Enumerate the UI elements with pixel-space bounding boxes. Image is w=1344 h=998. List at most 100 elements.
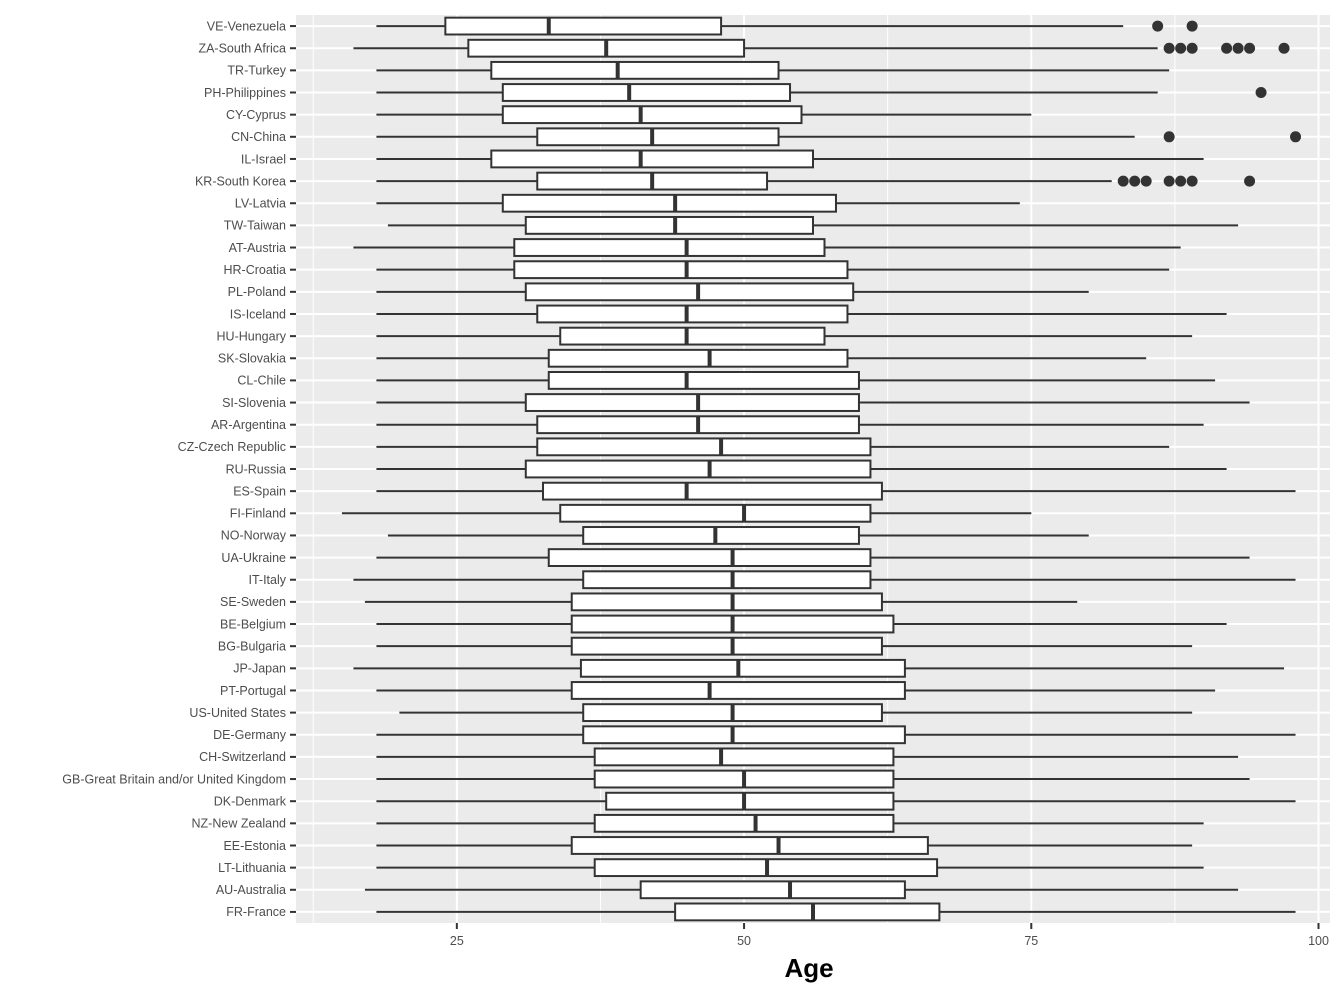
y-tick-label: IT-Italy <box>248 573 286 587</box>
outlier-point <box>1255 87 1267 99</box>
box <box>605 791 895 811</box>
y-tick-label: JP-Japan <box>233 662 286 676</box>
y-tick-label: ZA-South Africa <box>198 42 286 56</box>
y-tick-label: BE-Belgium <box>220 617 286 631</box>
box-group <box>376 858 1204 878</box>
box-group <box>376 326 1193 346</box>
box-group <box>353 570 1296 590</box>
x-tick-label: 100 <box>1308 934 1329 948</box>
outlier-point <box>1290 131 1302 143</box>
y-tick-label: NZ-New Zealand <box>192 817 287 831</box>
box-group <box>376 348 1147 368</box>
box-group <box>376 813 1204 833</box>
y-tick-label: FR-France <box>226 905 286 919</box>
outlier-point <box>1244 42 1256 54</box>
y-tick-label: AR-Argentina <box>211 418 286 432</box>
y-axis: VE-Venezuela ZA-South Africa TR-Turkey PH-P… <box>62 19 296 919</box>
box-group <box>376 791 1296 811</box>
box-group <box>364 592 1078 612</box>
y-tick-label: PT-Portugal <box>220 684 286 698</box>
y-tick-label: HU-Hungary <box>217 329 287 343</box>
y-tick-label: CN-China <box>231 130 286 144</box>
y-tick-label: AU-Australia <box>216 883 286 897</box>
y-tick-label: US-United States <box>189 706 286 720</box>
box <box>559 326 826 346</box>
y-tick-label: SK-Slovakia <box>218 352 286 366</box>
outlier-point <box>1163 42 1175 54</box>
box-group <box>376 747 1239 767</box>
box <box>582 570 872 590</box>
y-tick-label: KR-South Korea <box>195 174 286 188</box>
box-group <box>376 614 1227 634</box>
box-group <box>376 836 1193 855</box>
box <box>524 393 860 412</box>
outlier-point <box>1278 42 1290 54</box>
box-group <box>376 171 1256 191</box>
y-tick-label: GB-Great Britain and/or United Kingdom <box>62 772 286 786</box>
box <box>570 681 906 700</box>
y-tick-label: FI-Finland <box>230 507 286 521</box>
box <box>593 747 895 767</box>
box-group <box>353 38 1290 58</box>
y-tick-label: CY-Cyprus <box>226 108 286 122</box>
outlier-point <box>1117 175 1129 187</box>
box-group <box>376 481 1296 501</box>
y-tick-label: PH-Philippines <box>204 86 286 100</box>
box-group <box>376 304 1227 324</box>
y-tick-label: RU-Russia <box>226 462 286 476</box>
box <box>524 215 814 235</box>
outlier-point <box>1186 175 1198 187</box>
x-axis-title: Age <box>784 953 833 983</box>
y-tick-label: IL-Israel <box>241 152 286 166</box>
box <box>501 83 792 102</box>
box <box>559 503 872 523</box>
box-group <box>376 282 1089 302</box>
y-tick-label: UA-Ukraine <box>221 551 286 565</box>
y-tick-label: IS-Iceland <box>230 307 286 321</box>
box <box>536 437 872 457</box>
box <box>524 459 872 479</box>
y-tick-label: DE-Germany <box>213 728 287 742</box>
x-tick-label: 75 <box>1024 934 1038 948</box>
y-tick-label: CH-Switzerland <box>199 750 286 764</box>
box-group <box>376 127 1302 147</box>
y-tick-label: NO-Norway <box>221 529 287 543</box>
box <box>513 238 826 257</box>
box <box>570 836 929 855</box>
box-group <box>376 193 1020 213</box>
x-tick-label: 25 <box>450 934 464 948</box>
outlier-point <box>1140 175 1152 187</box>
box <box>513 260 849 280</box>
box-group <box>376 260 1170 280</box>
outlier-point <box>1163 131 1175 143</box>
outlier-point <box>1221 42 1233 54</box>
box-group <box>376 105 1032 125</box>
outlier-point <box>1175 175 1187 187</box>
box-group <box>387 526 1089 545</box>
box <box>444 16 723 36</box>
y-tick-label: AT-Austria <box>229 241 286 255</box>
box-group <box>399 703 1193 723</box>
box-group <box>387 215 1239 235</box>
box-group <box>376 459 1227 479</box>
box-group <box>376 149 1204 169</box>
box-group <box>376 681 1216 700</box>
box <box>582 526 860 545</box>
y-tick-label: CZ-Czech Republic <box>178 440 286 454</box>
x-axis: 25 50 75 100 <box>450 923 1329 948</box>
box-group <box>376 636 1193 656</box>
box-group <box>376 16 1198 36</box>
box <box>593 813 895 833</box>
box-group <box>341 503 1032 523</box>
y-tick-label: DK-Denmark <box>214 794 287 808</box>
box-group <box>376 725 1296 745</box>
box <box>490 60 780 80</box>
y-tick-label: SI-Slovenia <box>222 396 286 410</box>
box <box>639 880 906 900</box>
outlier-point <box>1129 175 1141 187</box>
box <box>674 902 941 922</box>
box <box>547 370 860 390</box>
box-group <box>364 880 1239 900</box>
y-tick-label: HR-Croatia <box>223 263 286 277</box>
